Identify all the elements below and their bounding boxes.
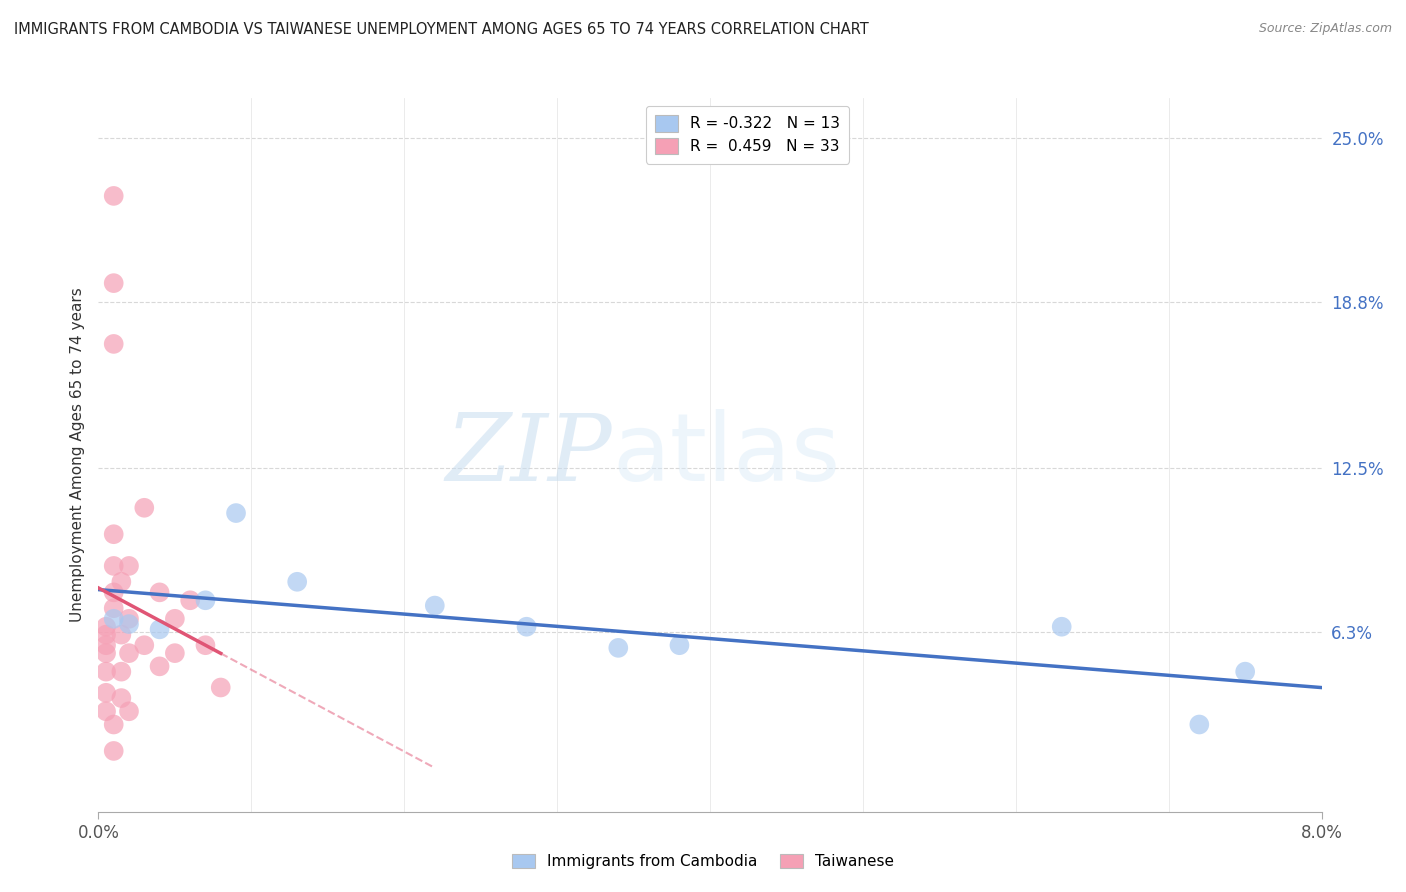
Point bbox=[103, 189, 125, 203]
Point bbox=[118, 704, 141, 718]
Point bbox=[94, 665, 117, 679]
Point bbox=[607, 640, 630, 655]
Point bbox=[103, 744, 125, 758]
Point bbox=[94, 686, 117, 700]
Text: IMMIGRANTS FROM CAMBODIA VS TAIWANESE UNEMPLOYMENT AMONG AGES 65 TO 74 YEARS COR: IMMIGRANTS FROM CAMBODIA VS TAIWANESE UN… bbox=[14, 22, 869, 37]
Point bbox=[94, 627, 117, 641]
Text: ZIP: ZIP bbox=[446, 410, 612, 500]
Point bbox=[118, 612, 141, 626]
Point bbox=[94, 638, 117, 652]
Point bbox=[103, 612, 125, 626]
Point bbox=[134, 500, 156, 515]
Y-axis label: Unemployment Among Ages 65 to 74 years: Unemployment Among Ages 65 to 74 years bbox=[69, 287, 84, 623]
Point bbox=[149, 623, 172, 637]
Point bbox=[110, 574, 132, 589]
Point bbox=[103, 717, 125, 731]
Point bbox=[194, 638, 217, 652]
Text: atlas: atlas bbox=[612, 409, 841, 501]
Point bbox=[110, 665, 132, 679]
Point bbox=[179, 593, 201, 607]
Point bbox=[1234, 665, 1257, 679]
Point bbox=[103, 527, 125, 541]
Legend: Immigrants from Cambodia, Taiwanese: Immigrants from Cambodia, Taiwanese bbox=[506, 847, 900, 875]
Point bbox=[110, 691, 132, 706]
Point bbox=[118, 617, 141, 632]
Legend: R = -0.322   N = 13, R =  0.459   N = 33: R = -0.322 N = 13, R = 0.459 N = 33 bbox=[645, 106, 849, 163]
Point bbox=[225, 506, 247, 520]
Point bbox=[149, 659, 172, 673]
Point bbox=[103, 337, 125, 351]
Point bbox=[163, 612, 186, 626]
Point bbox=[103, 601, 125, 615]
Point bbox=[110, 627, 132, 641]
Point bbox=[149, 585, 172, 599]
Point bbox=[94, 646, 117, 660]
Point bbox=[516, 620, 538, 634]
Point bbox=[1188, 717, 1211, 731]
Point bbox=[94, 704, 117, 718]
Point bbox=[103, 585, 125, 599]
Point bbox=[163, 646, 186, 660]
Point bbox=[118, 646, 141, 660]
Point bbox=[285, 574, 308, 589]
Point bbox=[423, 599, 446, 613]
Point bbox=[103, 558, 125, 573]
Point bbox=[1050, 620, 1073, 634]
Point bbox=[94, 620, 117, 634]
Point bbox=[668, 638, 690, 652]
Point bbox=[209, 681, 232, 695]
Point bbox=[134, 638, 156, 652]
Point bbox=[194, 593, 217, 607]
Text: Source: ZipAtlas.com: Source: ZipAtlas.com bbox=[1258, 22, 1392, 36]
Point bbox=[103, 276, 125, 290]
Point bbox=[118, 558, 141, 573]
